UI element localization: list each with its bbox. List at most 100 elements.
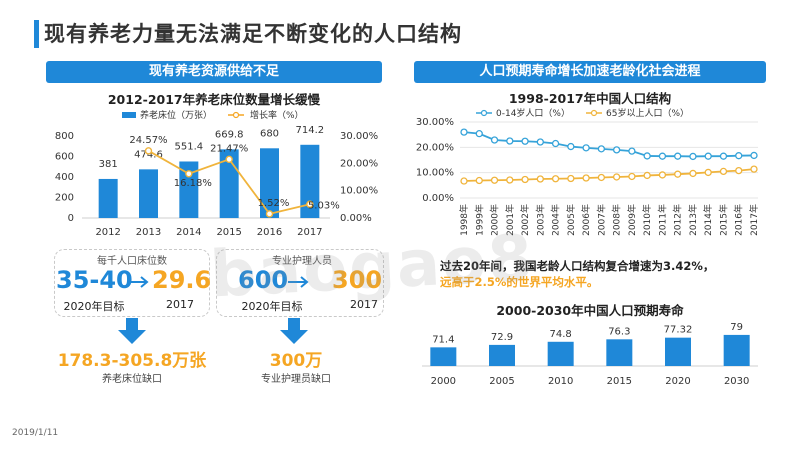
arrow-down-icon — [118, 318, 146, 344]
point-elderly — [475, 176, 483, 185]
legend-label-children: 0-14岁人口（%） — [496, 107, 570, 119]
x-tick-label: 2009年 — [626, 204, 638, 236]
bar-value-label: 551.4 — [175, 141, 204, 152]
population-chart: 0-14岁人口（%） 65岁以上人口（%） 0.00% 10.00% 20.00% 30.… — [416, 107, 760, 236]
x-tick-label: 2005 — [489, 376, 514, 387]
legend-marker-elderly — [590, 109, 598, 117]
bar-value-label: 71.4 — [432, 334, 454, 345]
y-tick-label: 0.00% — [422, 193, 454, 204]
point-children — [536, 138, 544, 146]
growth-value-label: 5.03% — [308, 200, 340, 211]
x-tick-label: 2012年 — [672, 204, 684, 236]
point-children — [475, 130, 483, 138]
point-elderly — [597, 173, 606, 182]
point-children — [551, 139, 560, 148]
beds-stat-caption: 每千人口床位数 — [97, 256, 167, 267]
point-elderly — [536, 175, 544, 183]
x-tick-label: 2015 — [216, 227, 241, 238]
point-children — [521, 137, 529, 145]
x-tick-label: 2006年 — [580, 204, 592, 236]
growth-point — [265, 210, 274, 218]
y-tick-label: 800 — [55, 131, 74, 142]
x-tick-label: 2015年 — [717, 204, 729, 236]
growth-point — [185, 170, 193, 178]
x-tick-label: 2002年 — [519, 204, 531, 236]
bar-value-label: 381 — [99, 159, 118, 170]
aging-note: 过去20年间，我国老龄人口结构复合增速为3.42%， 远高于2.5%的世界平均水… — [440, 258, 770, 290]
bed-chart: 养老床位（万张） 增长率（%） 0 200 400 600 800 0.00% 10.00% 20… — [55, 109, 378, 238]
bar-beds — [260, 148, 279, 218]
point-elderly — [490, 176, 499, 184]
bar-value-label: 77.32 — [664, 325, 693, 336]
beds-current-label: 2017 — [166, 298, 194, 311]
point-elderly — [704, 168, 712, 177]
x-tick-label: 2003年 — [534, 204, 546, 236]
point-elderly — [735, 166, 743, 175]
point-children — [506, 137, 514, 145]
growth-point — [225, 155, 233, 164]
point-children — [704, 152, 712, 160]
x-tick-label: 2014 — [176, 227, 201, 238]
point-elderly — [567, 174, 575, 183]
x-tick-label: 2013 — [136, 227, 161, 238]
y-tick-label: 0 — [68, 213, 74, 224]
y-tick-label: 400 — [55, 172, 74, 183]
arrow-right-icon — [128, 276, 149, 288]
bar-value-label: 474.6 — [134, 149, 163, 160]
y2-tick-label: 0.00% — [340, 213, 372, 224]
legend-label-growth: 增长率（%） — [250, 109, 304, 121]
point-elderly — [750, 165, 758, 173]
x-tick-label: 2008年 — [611, 204, 623, 236]
aging-note-line1: 过去20年间，我国老龄人口结构复合增速为3.42%， — [440, 259, 715, 273]
x-tick-label: 2017年 — [748, 204, 760, 236]
beds-gap-label: 养老床位缺口 — [102, 374, 162, 385]
bar-value-label: 714.2 — [296, 125, 325, 136]
y2-tick-label: 10.00% — [340, 186, 378, 197]
bar-beds — [300, 144, 320, 218]
point-elderly — [643, 171, 651, 180]
beds-current-value: 29.6 — [152, 266, 212, 294]
beds-gap-value: 178.3-305.8万张 — [57, 351, 207, 371]
x-tick-label: 2014年 — [702, 204, 714, 236]
life-chart-title: 2000-2030年中国人口预期寿命 — [496, 303, 684, 318]
x-tick-label: 2005年 — [565, 204, 577, 236]
point-children — [567, 142, 575, 151]
growth-point — [306, 200, 314, 208]
x-tick-label: 2010年 — [641, 204, 653, 236]
left-section-banner: 现有养老资源供给不足 — [46, 61, 382, 83]
watermark: baogao8 — [208, 221, 537, 313]
x-tick-label: 2010 — [548, 376, 573, 387]
point-children — [750, 151, 758, 160]
beds-stat-box — [54, 249, 210, 317]
bar-beds — [179, 161, 199, 218]
point-children — [460, 128, 468, 136]
point-children — [658, 152, 667, 160]
legend-label-elderly: 65岁以上人口（%） — [606, 107, 689, 119]
staff-gap-label: 专业护理员缺口 — [261, 374, 331, 385]
title-accent-bar — [34, 20, 39, 48]
point-children — [597, 145, 606, 153]
x-tick-label: 2030 — [724, 376, 749, 387]
line-children — [463, 131, 755, 158]
staff-target-value: 600 — [238, 266, 289, 294]
x-tick-label: 2016年 — [733, 204, 745, 236]
legend-label-beds: 养老床位（万张） — [140, 109, 212, 121]
growth-point — [144, 147, 153, 155]
bar-value-label: 669.8 — [215, 129, 244, 140]
legend-marker-growth — [232, 111, 240, 119]
staff-target-label: 2020年目标 — [241, 300, 303, 313]
x-tick-label: 2004年 — [550, 204, 562, 236]
bar-value-label: 74.8 — [550, 329, 572, 340]
x-tick-label: 2017 — [297, 227, 322, 238]
y-tick-label: 10.00% — [416, 168, 454, 179]
bar-value-label: 79 — [730, 322, 743, 333]
y-tick-label: 200 — [55, 193, 74, 204]
point-children — [689, 152, 697, 161]
x-tick-label: 2012 — [95, 227, 120, 238]
y2-tick-label: 30.00% — [340, 131, 378, 142]
legend-marker-children — [480, 109, 488, 117]
x-tick-label: 2013年 — [687, 204, 699, 236]
legend-swatch-beds — [122, 112, 136, 118]
x-tick-label: 1998年 — [458, 204, 470, 236]
